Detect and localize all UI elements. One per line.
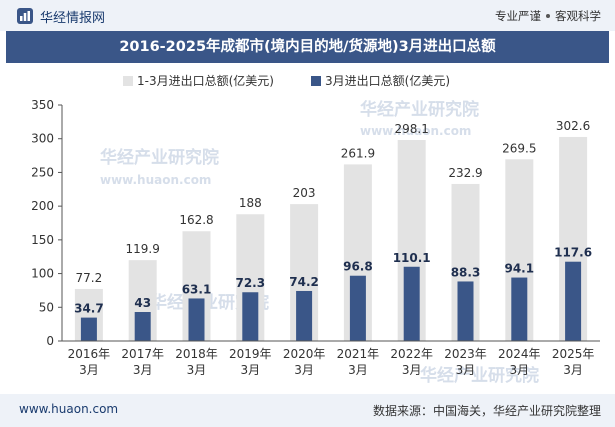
x-tick-label-month: 3月 [456, 363, 476, 377]
data-label-series-2: 110.1 [393, 251, 431, 265]
x-tick-label-year: 2022年 [390, 347, 433, 361]
data-label-series-1: 188 [239, 196, 262, 210]
data-label-series-1: 261.9 [341, 146, 375, 160]
bar-series-2 [242, 292, 259, 341]
x-tick-label-month: 3月 [294, 363, 314, 377]
x-axis: 2016年 3月 2017年 3月 2018年 3月 2019年 3月 2020年 3月 2021年… [62, 340, 600, 377]
y-tick-label: 0 [46, 334, 54, 348]
legend-swatch-series-2 [311, 76, 321, 86]
bar-chart: 华经产业研究院 华经产业研究院 www.huaon.com www.huaon.… [31, 73, 600, 386]
x-tick-label-year: 2023年 [444, 347, 487, 361]
bar-series-2 [511, 277, 528, 341]
data-label-series-1: 162.8 [179, 213, 213, 227]
x-tick-label-year: 2017年 [121, 347, 164, 361]
x-tick-label-month: 3月 [240, 363, 260, 377]
x-tick-label-month: 3月 [509, 363, 529, 377]
y-tick-label: 250 [31, 165, 54, 179]
data-source: 数据来源：中国海关，华经产业研究院整理 [372, 404, 601, 418]
x-tick-label-month: 3月 [133, 363, 153, 377]
x-tick-label-month: 3月 [79, 363, 99, 377]
slogan-right: 客观科学 [555, 9, 601, 23]
data-label-series-2: 94.1 [504, 262, 534, 276]
y-tick-label: 300 [31, 132, 54, 146]
slogan: 专业严谨 客观科学 [495, 8, 601, 24]
website-link[interactable]: www.huaon.com [19, 402, 119, 416]
data-label-series-1: 119.9 [126, 242, 160, 256]
watermark-cn-1: 华经产业研究院 [360, 99, 479, 120]
x-tick-label-month: 3月 [187, 363, 207, 377]
separator-dot [546, 13, 550, 18]
data-label-series-1: 298.1 [395, 122, 429, 136]
data-label-series-1: 302.6 [556, 119, 590, 133]
bar-series-2 [296, 290, 313, 341]
bar-series-2 [565, 261, 582, 341]
data-label-series-2: 43 [134, 296, 151, 310]
watermark-cn-2: 华经产业研究院 [100, 147, 219, 168]
legend-label-series-2: 3月进出口总额(亿美元) [325, 73, 450, 88]
bar-series-2 [188, 298, 205, 341]
bar-series-2 [403, 266, 420, 341]
x-tick-label-month: 3月 [563, 363, 583, 377]
data-label-series-1: 232.9 [448, 166, 482, 180]
legend-swatch-series-1 [123, 76, 133, 86]
x-tick-label-year: 2016年 [68, 347, 111, 361]
slogan-left: 专业严谨 [495, 9, 541, 23]
legend-label-series-1: 1-3月进出口总额(亿美元) [137, 73, 274, 88]
data-label-series-2: 72.3 [235, 276, 265, 290]
data-label-series-2: 117.6 [554, 246, 592, 260]
title-bar: 2016-2025年成都市(境内目的地/货源地)3月进出口总额 [6, 31, 609, 63]
data-label-series-2: 74.2 [289, 275, 319, 289]
bar-series-2 [457, 281, 474, 341]
footer-bar: www.huaon.com 数据来源：中国海关，华经产业研究院整理 [0, 394, 615, 427]
watermark-en-1: www.huaon.com [100, 173, 211, 187]
x-tick-label-month: 3月 [402, 363, 422, 377]
legend: 1-3月进出口总额(亿美元) 3月进出口总额(亿美元) [123, 73, 450, 88]
huajing-logo-icon [17, 8, 33, 24]
x-tick-label-year: 2020年 [283, 347, 326, 361]
data-label-series-1: 203 [293, 186, 316, 200]
y-tick-label: 200 [31, 199, 54, 213]
y-tick-label: 150 [31, 233, 54, 247]
x-tick-label-year: 2019年 [229, 347, 272, 361]
watermark-cn-3: 华经产业研究院 [420, 365, 539, 386]
y-tick-label: 350 [31, 98, 54, 112]
data-label-series-2: 96.8 [343, 260, 373, 274]
data-label-series-2: 88.3 [451, 265, 481, 279]
y-tick-label: 100 [31, 267, 54, 281]
brand-name: 华经情报网 [40, 11, 106, 26]
chart-title: 2016-2025年成都市(境内目的地/货源地)3月进出口总额 [119, 39, 496, 55]
data-label-series-2: 34.7 [74, 302, 104, 316]
bars: 77.2 34.7 119.9 43 162.8 63.1 188 72.3 203 74.2 26… [74, 119, 592, 341]
bar-series-2 [134, 312, 151, 341]
data-label-series-1: 269.5 [502, 141, 536, 155]
x-tick-label-year: 2024年 [498, 347, 541, 361]
bar-series-2 [80, 317, 97, 341]
bar-series-2 [349, 275, 366, 341]
x-tick-label-year: 2025年 [552, 347, 595, 361]
data-label-series-2: 63.1 [182, 282, 212, 296]
y-axis: 0 50 100 150 200 250 300 350 [31, 98, 63, 348]
data-label-series-1: 77.2 [76, 271, 103, 285]
x-tick-label-year: 2018年 [175, 347, 218, 361]
watermark-en-2: www.huaon.com [360, 124, 471, 138]
top-bar: 华经情报网 专业严谨 客观科学 [0, 0, 615, 31]
y-tick-label: 50 [39, 300, 54, 314]
x-tick-label-year: 2021年 [337, 347, 380, 361]
x-tick-label-month: 3月 [348, 363, 368, 377]
